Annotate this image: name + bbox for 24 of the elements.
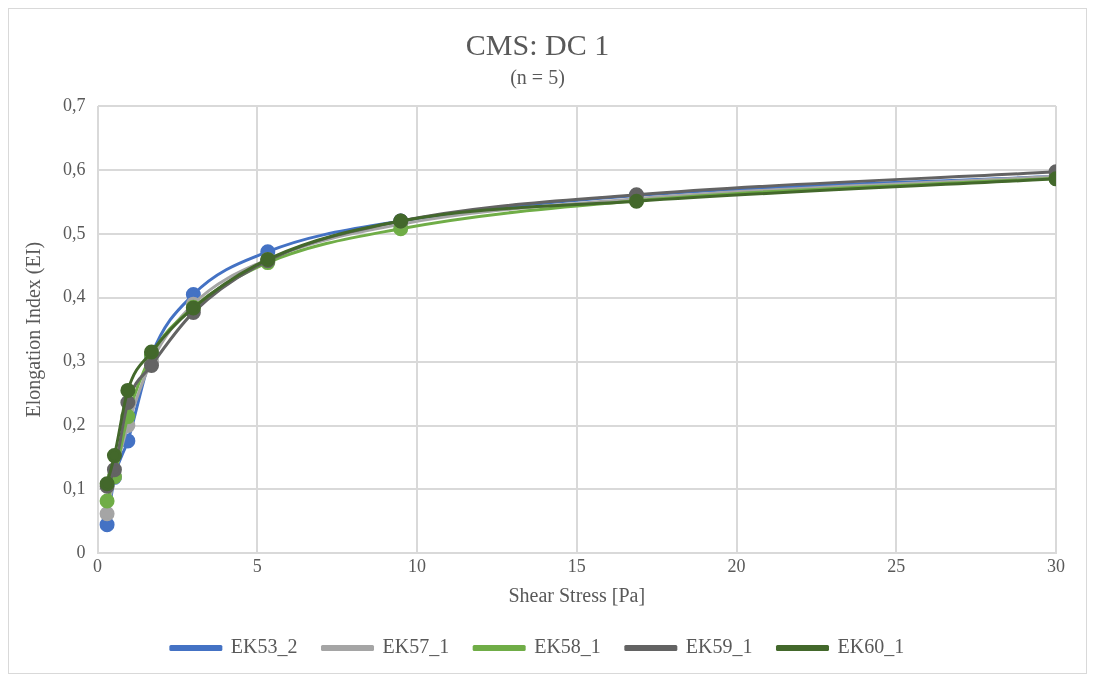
y-axis-title: Elongation Index (EI) [22,241,46,418]
x-tick-label: 30 [1047,555,1065,576]
legend-label: EK57_1 [382,635,450,658]
y-tick-label: 0,7 [63,94,86,115]
y-tick-label: 0,1 [63,478,86,499]
x-tick-label: 25 [887,555,906,576]
chart-subtitle: (n = 5) [510,66,565,90]
y-tick-label: 0,3 [63,350,86,371]
legend-label: EK59_1 [685,635,753,658]
x-tick-label: 15 [567,555,586,576]
y-tick-label: 0 [76,542,86,563]
y-tick-label: 0,4 [63,286,86,307]
legend-label: EK53_2 [230,635,298,658]
x-axis-title: Shear Stress [Pa] [508,584,646,607]
legend-label: EK58_1 [534,635,601,658]
x-tick-label: 10 [408,555,426,576]
x-tick-label: 5 [252,555,262,576]
y-tick-label: 0,5 [63,222,86,243]
x-tick-label: 0 [93,555,102,576]
legend-label: EK60_1 [837,635,905,658]
chart-title: CMS: DC 1 [465,27,610,61]
y-tick-label: 0,6 [63,158,86,179]
x-tick-label: 20 [727,555,746,576]
y-tick-label: 0,2 [63,414,86,435]
